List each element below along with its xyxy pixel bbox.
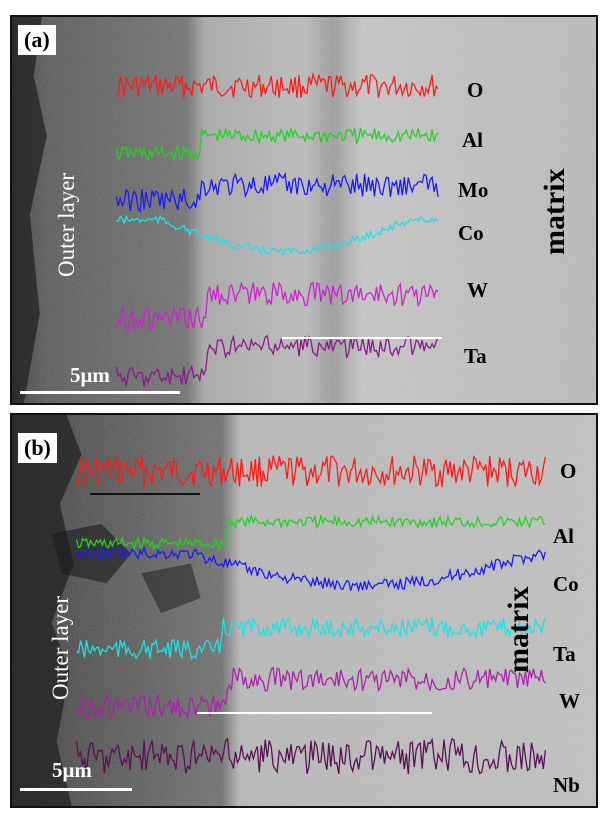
trace-ta <box>115 334 439 387</box>
trace-co <box>75 545 546 593</box>
trace-w <box>115 281 439 332</box>
trace-al <box>75 513 546 552</box>
trace-o <box>116 71 439 99</box>
element-label-nb-b: Nb <box>553 773 580 797</box>
scale-bar-a <box>20 391 180 394</box>
scan-line-b <box>197 712 432 714</box>
element-label-mo-a: Mo <box>458 178 489 202</box>
line-scan-traces-b <box>75 455 546 775</box>
panel-b: (b) Outer layer matrix O Al Co Ta W Nb 5… <box>10 413 598 808</box>
matrix-label-a: matrix <box>538 168 571 255</box>
element-label-co-b: Co <box>553 572 579 596</box>
trace-co <box>116 214 439 258</box>
trace-nb <box>75 737 546 775</box>
line-scan-traces-a <box>115 71 439 387</box>
element-label-w-b: W <box>559 689 580 713</box>
scale-label-b: 5μm <box>52 758 92 782</box>
element-label-al-b: Al <box>553 524 574 548</box>
trace-al <box>115 127 439 163</box>
scale-label-a: 5μm <box>70 363 110 387</box>
trace-mo <box>115 171 439 213</box>
trace-o <box>76 455 546 488</box>
scale-bar-b <box>20 788 132 791</box>
trace-w <box>75 666 546 720</box>
sem-image-a <box>12 17 596 403</box>
outer-layer-label-a: Outer layer <box>54 172 79 277</box>
trace-ta <box>76 616 546 661</box>
sem-image-b <box>12 415 596 806</box>
outer-layer-label-b: Outer layer <box>48 595 73 700</box>
panel-a: (a) Outer layer matrix O Al Mo Co W Ta 5… <box>10 15 598 405</box>
panel-tag-a: (a) <box>18 25 56 55</box>
element-label-co-a: Co <box>458 221 484 245</box>
element-label-ta-b: Ta <box>553 642 576 666</box>
scan-line-b-top <box>90 493 200 495</box>
element-label-w-a: W <box>467 278 488 302</box>
element-label-ta-a: Ta <box>464 344 487 368</box>
element-label-o-b: O <box>560 459 577 483</box>
element-label-o-a: O <box>467 78 484 102</box>
element-label-al-a: Al <box>462 128 483 152</box>
matrix-label-b: matrix <box>502 586 535 673</box>
scan-line-a <box>282 337 442 339</box>
panel-tag-b: (b) <box>18 433 57 463</box>
